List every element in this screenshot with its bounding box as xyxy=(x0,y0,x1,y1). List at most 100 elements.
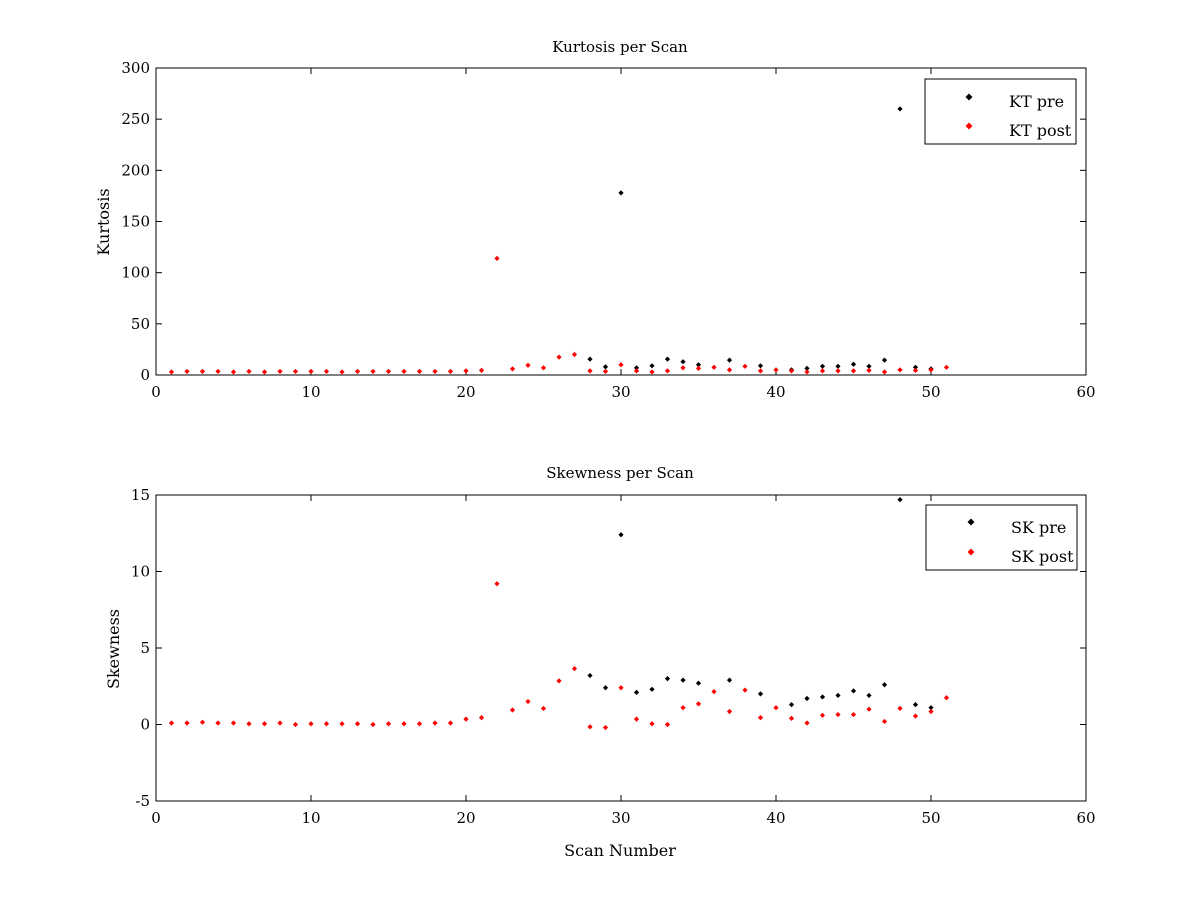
skewness-post-point xyxy=(525,698,531,705)
skewness-post-point xyxy=(633,716,640,722)
skewness-post-point xyxy=(587,724,593,730)
kurtosis-legend-label-post: KT post xyxy=(1009,121,1072,140)
kurtosis-post-point xyxy=(199,368,206,375)
skewness-pre-point xyxy=(819,694,826,700)
kurtosis-post-point xyxy=(943,364,950,370)
kurtosis-legend-box xyxy=(924,78,1077,145)
kurtosis-post-point xyxy=(246,368,252,375)
skewness-post-point xyxy=(509,707,516,713)
skewness-post-point xyxy=(757,715,764,721)
skewness-pre-point xyxy=(757,691,764,697)
kurtosis-pre-point xyxy=(649,363,655,369)
kurtosis-pre-point xyxy=(804,365,810,371)
kurtosis-y-tick-label: 100 xyxy=(121,264,150,282)
kurtosis-y-tick-label: 0 xyxy=(140,366,150,384)
kurtosis-x-tick-label: 40 xyxy=(766,383,785,401)
skewness-post-point xyxy=(199,719,206,725)
kurtosis-post-point xyxy=(726,367,733,373)
kurtosis-post-point xyxy=(773,367,779,373)
skewness-pre-point xyxy=(866,692,872,699)
kurtosis-pre-point xyxy=(819,363,826,369)
skewness-post-point xyxy=(416,721,423,727)
skewness-post-point xyxy=(819,712,826,718)
skewness-post-point xyxy=(943,695,950,701)
skewness-y-tick-label: 10 xyxy=(131,563,150,581)
skewness-x-tick-label: 20 xyxy=(456,809,475,827)
kurtosis-post-point xyxy=(370,368,376,375)
skewness-post-point xyxy=(261,721,268,727)
skewness-legend-marker-pre xyxy=(967,518,975,526)
skewness-post-point xyxy=(323,721,330,727)
skewness-post-point xyxy=(401,721,407,727)
kurtosis-post-point xyxy=(850,368,857,374)
kurtosis-post-point xyxy=(912,367,919,373)
kurtosis-pre-point xyxy=(680,359,686,365)
kurtosis-pre-point xyxy=(618,190,624,196)
kurtosis-post-point xyxy=(881,369,888,375)
skewness-post-point xyxy=(184,720,190,726)
kurtosis-pre-point xyxy=(835,363,841,369)
skewness-post-point xyxy=(385,721,392,727)
kurtosis-legend-marker-post xyxy=(965,122,973,130)
kurtosis-legend-marker-pre xyxy=(965,93,973,101)
skewness-post-point xyxy=(602,724,609,731)
skewness-data-points xyxy=(168,496,950,731)
kurtosis-post-point xyxy=(788,368,795,374)
kurtosis-post-point xyxy=(742,363,748,369)
kurtosis-x-tick-label: 10 xyxy=(301,383,320,401)
kurtosis-post-point xyxy=(447,368,454,375)
skewness-post-point xyxy=(664,721,671,728)
skewness-pre-point xyxy=(680,677,686,683)
kurtosis-post-point xyxy=(308,368,314,375)
skewness-y-axis-label: Skewness xyxy=(104,609,123,689)
skewness-pre-point xyxy=(850,688,857,694)
kurtosis-post-point xyxy=(168,369,175,375)
kurtosis-post-point xyxy=(835,368,841,374)
skewness-post-point xyxy=(463,716,469,722)
kurtosis-pre-point xyxy=(602,364,609,370)
kurtosis-post-point xyxy=(509,366,516,372)
kurtosis-post-point xyxy=(463,368,469,374)
kurtosis-axis-ticks: 0 10 20 30 40 50 60 0 50 100 150 200 250 300 xyxy=(121,59,1095,401)
skewness-legend-label-post: SK post xyxy=(1011,547,1074,566)
skewness-y-tick-label: -5 xyxy=(135,792,150,810)
kurtosis-post-point xyxy=(897,367,903,373)
skewness-legend-label-pre: SK pre xyxy=(1011,518,1066,537)
kurtosis-post-point xyxy=(339,369,345,375)
kurtosis-post-point xyxy=(184,368,190,375)
kurtosis-post-point xyxy=(215,368,221,375)
kurtosis-post-point xyxy=(401,368,407,375)
skewness-post-point xyxy=(912,713,919,719)
kurtosis-post-point xyxy=(804,369,810,375)
skewness-y-tick-label: 5 xyxy=(140,639,150,657)
kurtosis-post-point xyxy=(618,362,624,368)
skewness-pre-point xyxy=(881,682,888,688)
kurtosis-post-point xyxy=(385,368,392,375)
kurtosis-post-point xyxy=(556,354,562,360)
skewness-post-point xyxy=(308,721,314,727)
skewness-y-tick-label: 15 xyxy=(131,486,150,504)
skewness-pre-point xyxy=(804,695,810,702)
kurtosis-post-point xyxy=(571,351,578,358)
kurtosis-post-point xyxy=(292,368,299,375)
skewness-legend-marker-post xyxy=(967,548,975,556)
kurtosis-pre-point xyxy=(897,106,903,112)
skewness-pre-point xyxy=(633,689,640,695)
kurtosis-pre-point xyxy=(912,364,919,370)
kurtosis-y-tick-label: 300 xyxy=(121,59,150,77)
skewness-post-point xyxy=(788,715,795,721)
skewness-subplot: Skewness per Scan Skewness Scan Number 0… xyxy=(104,464,1096,860)
kurtosis-post-point xyxy=(866,367,872,373)
kurtosis-post-point xyxy=(525,362,531,368)
skewness-post-point xyxy=(866,706,872,712)
skewness-pre-point xyxy=(618,532,624,538)
kurtosis-chart-title: Kurtosis per Scan xyxy=(552,38,688,56)
skewness-pre-point xyxy=(695,680,702,686)
skewness-x-axis-label: Scan Number xyxy=(564,841,676,860)
skewness-post-point xyxy=(354,721,361,727)
skewness-x-tick-label: 40 xyxy=(766,809,785,827)
skewness-post-point xyxy=(230,720,237,726)
skewness-pre-point xyxy=(835,692,841,699)
skewness-post-point xyxy=(556,678,562,684)
